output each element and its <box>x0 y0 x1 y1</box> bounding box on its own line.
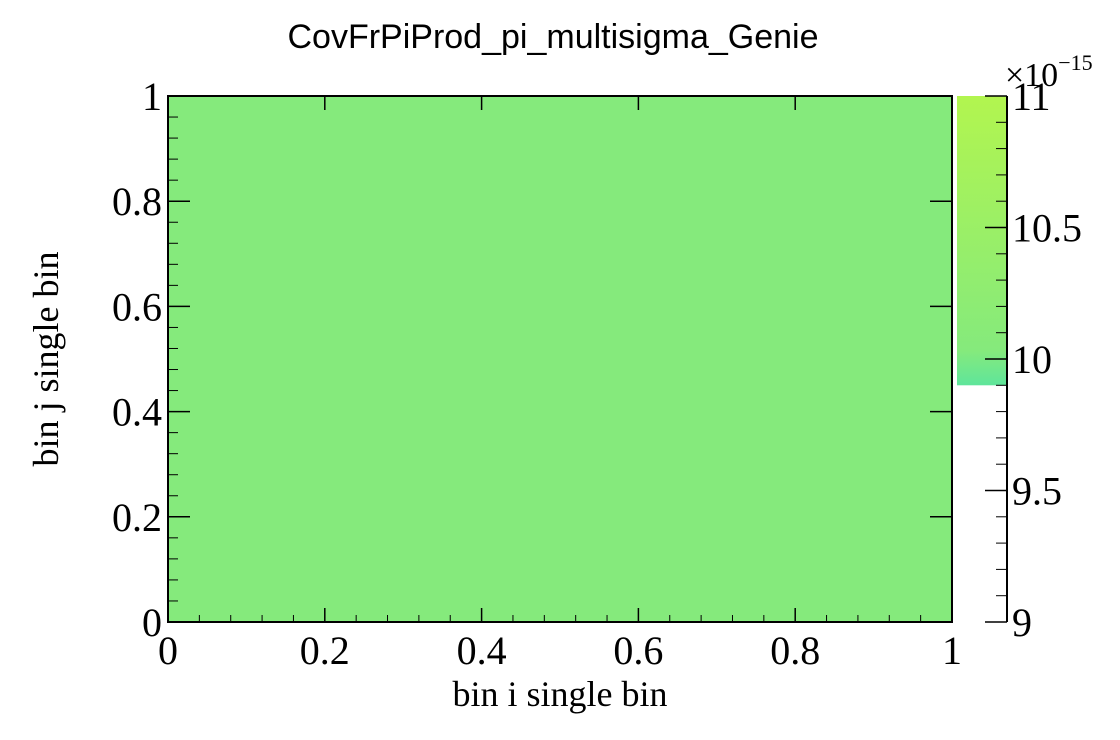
colorbar-tick-label: 10 <box>1012 337 1052 382</box>
heatmap-cell-0 <box>168 96 952 622</box>
colorbar-tick-label: 9 <box>1012 600 1032 645</box>
colorbar-exponent: ×10−15 <box>1005 50 1093 94</box>
y-tick-label: 1 <box>142 74 162 119</box>
colorbar-tick-label: 11 <box>1012 74 1051 119</box>
heatmap-cells <box>168 96 952 622</box>
plot-frame <box>167 95 953 623</box>
chart-title: CovFrPiProd_pi_multisigma_Genie <box>287 18 818 56</box>
colorbar-fill <box>957 96 1007 386</box>
x-tick-label: 0.2 <box>300 628 350 673</box>
x-axis-label: bin i single bin <box>453 674 668 714</box>
x-tick-label: 1 <box>942 628 962 673</box>
y-axis: 0 0.2 0.4 0.6 0.8 1 <box>112 74 952 645</box>
colorbar-tick-label: 10.5 <box>1012 206 1082 251</box>
y-axis-label: bin j single bin <box>26 252 66 467</box>
x-tick-label: 0 <box>158 628 178 673</box>
y-tick-label: 0.8 <box>112 179 162 224</box>
colorbar-ticks: 9 9.5 10 10.5 11 <box>985 74 1082 645</box>
y-tick-label: 0 <box>142 600 162 645</box>
y-tick-label: 0.2 <box>112 495 162 540</box>
x-tick-label: 0.6 <box>613 628 663 673</box>
title-box <box>220 8 900 66</box>
colorbar: 9 9.5 10 10.5 11 ×10−15 <box>957 50 1093 645</box>
x-tick-label: 0.4 <box>457 628 507 673</box>
y-tick-label: 0.4 <box>112 390 162 435</box>
x-tick-label: 0.8 <box>770 628 820 673</box>
x-axis: 0 0.2 0.4 0.6 0.8 1 <box>158 96 962 673</box>
colorbar-tick-label: 9.5 <box>1012 469 1062 514</box>
y-tick-label: 0.6 <box>112 284 162 329</box>
